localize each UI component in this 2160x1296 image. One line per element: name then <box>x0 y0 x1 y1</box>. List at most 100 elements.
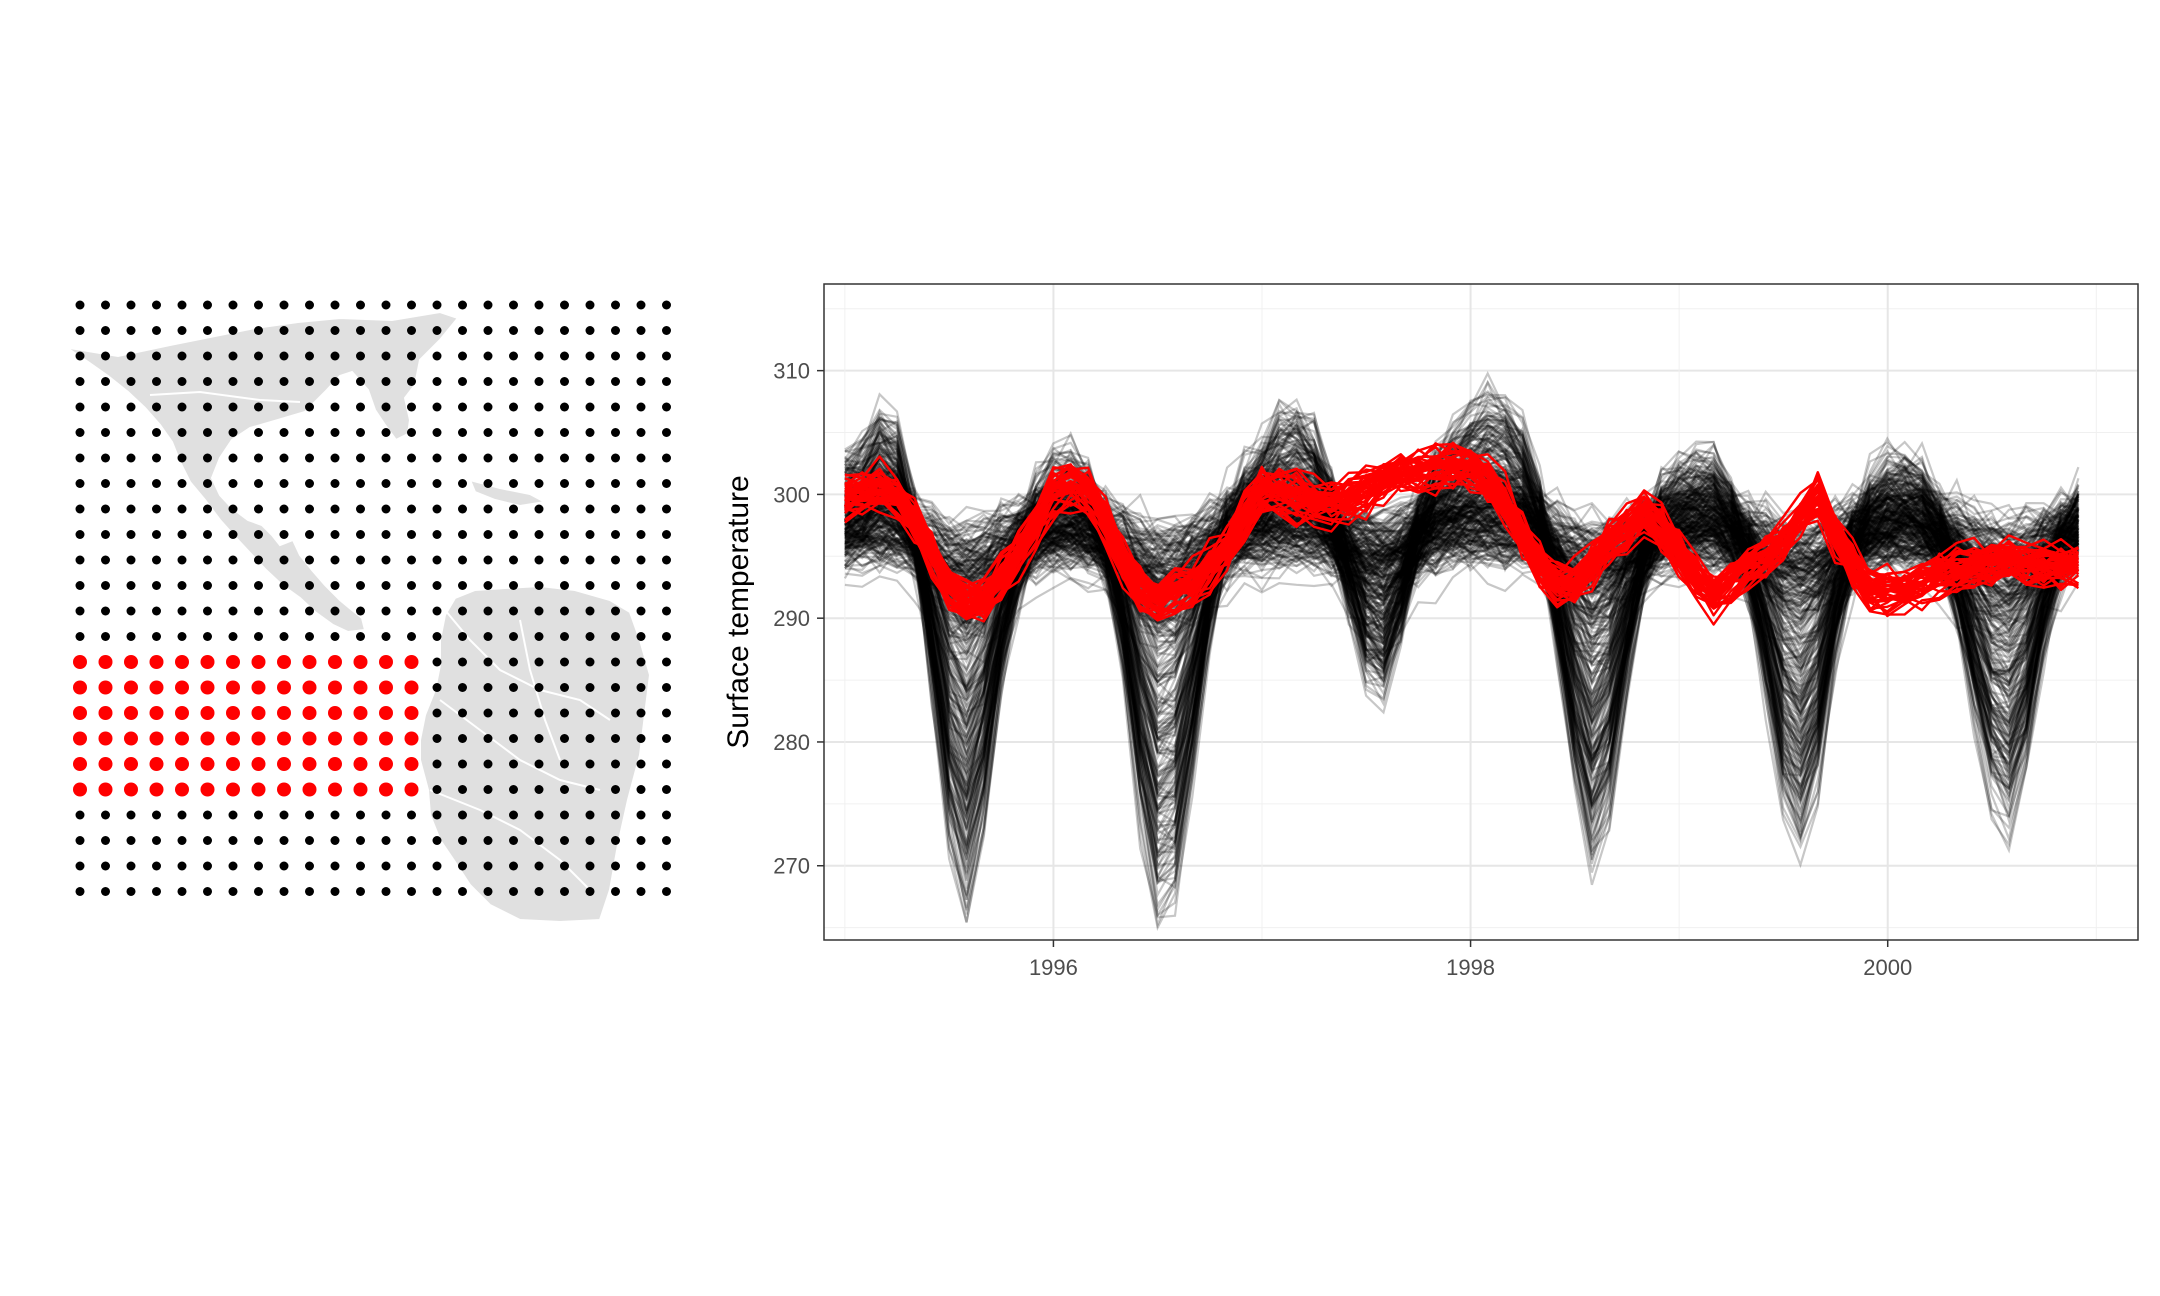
grid-point <box>126 428 136 437</box>
grid-point-highlighted <box>353 680 368 695</box>
grid-point <box>534 453 544 463</box>
background-series-line <box>844 527 2079 584</box>
background-series-line <box>844 522 2079 581</box>
border-line <box>429 789 591 891</box>
grid-point <box>560 657 569 667</box>
grid-point <box>228 861 238 871</box>
grid-point <box>585 785 595 794</box>
grid-point <box>662 300 671 310</box>
grid-point <box>432 657 442 667</box>
grid-point-highlighted <box>404 706 419 720</box>
background-series-line <box>843 510 2080 653</box>
grid-point <box>305 606 314 616</box>
grid-point <box>662 402 671 412</box>
background-series-line <box>844 371 2080 886</box>
background-series-line <box>844 417 2080 689</box>
grid-point <box>534 785 544 794</box>
grid-point <box>75 530 85 539</box>
grid-point <box>432 402 442 412</box>
grid-point <box>432 810 442 820</box>
grid-point <box>662 785 671 794</box>
grid-point <box>585 530 595 539</box>
grid-point <box>305 377 314 386</box>
grid-point <box>585 887 595 896</box>
grid-point <box>305 861 314 871</box>
grid-point <box>483 657 493 667</box>
grid-point <box>330 453 340 463</box>
grid-point-highlighted <box>124 706 138 720</box>
background-series-line <box>844 521 2079 568</box>
grid-point <box>432 785 442 794</box>
grid-point <box>458 300 467 310</box>
grid-point <box>254 861 263 871</box>
border-line <box>439 699 601 791</box>
background-series-line <box>844 502 2079 599</box>
background-series-line <box>844 465 2079 812</box>
grid-point <box>662 759 671 769</box>
grid-point <box>636 785 646 794</box>
highlighted-series-line <box>844 455 2080 615</box>
grid-point <box>560 581 569 590</box>
background-series-line <box>844 525 2079 582</box>
grid-point <box>75 428 85 437</box>
grid-point <box>152 326 161 335</box>
background-series-line <box>844 500 2079 737</box>
grid-point <box>585 377 595 386</box>
grid-point-highlighted <box>379 731 393 746</box>
grid-point <box>509 785 518 794</box>
grid-point-highlighted <box>328 731 342 746</box>
grid-point <box>534 351 544 361</box>
border-line <box>149 390 301 403</box>
grid-point <box>458 453 467 463</box>
background-series-line <box>844 508 2080 625</box>
grid-point <box>228 351 238 361</box>
grid-point <box>483 708 493 718</box>
background-series-line <box>844 491 2080 563</box>
grid-point <box>330 402 340 412</box>
grid-point <box>509 555 518 565</box>
background-series-line <box>844 504 2080 649</box>
grid-point <box>381 326 391 335</box>
grid-point-highlighted <box>124 731 138 746</box>
grid-point <box>254 479 263 488</box>
grid-point <box>585 657 595 667</box>
map-panel <box>69 300 671 924</box>
grid-point-highlighted <box>73 706 87 720</box>
background-series-line <box>844 496 2079 611</box>
grid-point <box>152 887 161 896</box>
background-series-line <box>844 522 2079 592</box>
grid-point-highlighted <box>302 655 317 669</box>
grid-point <box>126 632 136 641</box>
grid-point <box>534 581 544 590</box>
grid-point <box>356 581 365 590</box>
grid-point <box>585 428 595 437</box>
background-series-line <box>844 505 2079 584</box>
background-series-line <box>844 495 2080 715</box>
highlighted-series-group <box>843 441 2080 626</box>
background-series-line <box>844 493 2079 657</box>
background-series-line <box>844 496 2080 777</box>
grid-point-highlighted <box>251 706 266 720</box>
grid-point <box>381 300 391 310</box>
grid-point <box>432 453 442 463</box>
grid-point <box>636 632 646 641</box>
grid-point <box>254 530 263 539</box>
grid-point <box>534 606 544 616</box>
x-axis: 1996 1998 2000 <box>1029 940 1912 980</box>
grid-point <box>636 300 646 310</box>
grid-point <box>611 861 620 871</box>
grid-point <box>75 606 85 616</box>
grid-point-highlighted <box>302 706 317 720</box>
grid-point <box>611 606 620 616</box>
background-series-line <box>844 502 2080 569</box>
grid-point <box>534 504 544 514</box>
grid-point <box>662 708 671 718</box>
grid-point <box>381 453 391 463</box>
plot-background <box>824 284 2138 940</box>
grid-point <box>254 606 263 616</box>
grid-point <box>509 326 518 335</box>
background-series-line <box>844 499 2080 607</box>
grid-point-highlighted <box>379 782 393 797</box>
grid-point <box>560 683 569 692</box>
grid-point <box>560 708 569 718</box>
